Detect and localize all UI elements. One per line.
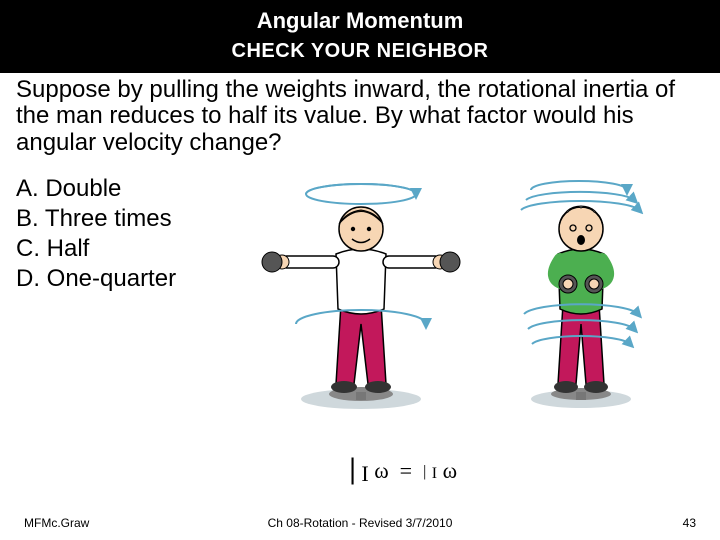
eq-bar-l: | (349, 452, 356, 485)
eq-bar-r: | (423, 463, 426, 480)
footer-right: 43 (683, 516, 696, 530)
answer-options: A. Double B. Three times C. Half D. One-… (16, 174, 246, 439)
option-a: A. Double (16, 174, 246, 204)
header-title: Angular Momentum (0, 8, 720, 34)
figure-wrap (246, 174, 704, 439)
option-b: B. Three times (16, 204, 246, 234)
option-c: C. Half (16, 234, 246, 264)
slide-header: Angular Momentum CHECK YOUR NEIGHBOR (0, 0, 720, 73)
option-d: D. One-quarter (16, 264, 246, 294)
header-subtitle: CHECK YOUR NEIGHBOR (0, 40, 720, 63)
content-row: A. Double B. Three times C. Half D. One-… (0, 174, 720, 439)
footer-center: Ch 08-Rotation - Revised 3/7/2010 (268, 516, 453, 530)
eq-equals: = (400, 458, 412, 483)
question-text: Suppose by pulling the weights inward, t… (0, 73, 720, 156)
eq-I-l: I (361, 461, 368, 486)
eq-omega-r: ω (443, 458, 457, 483)
eq-omega-l: ω (374, 458, 388, 483)
eq-I-r: I (432, 465, 437, 482)
slide-footer: MFMc.Graw Ch 08-Rotation - Revised 3/7/2… (0, 516, 720, 530)
rotation-figure (246, 174, 686, 434)
equation: | I ω = | I ω (349, 452, 457, 486)
footer-left: MFMc.Graw (24, 516, 89, 530)
